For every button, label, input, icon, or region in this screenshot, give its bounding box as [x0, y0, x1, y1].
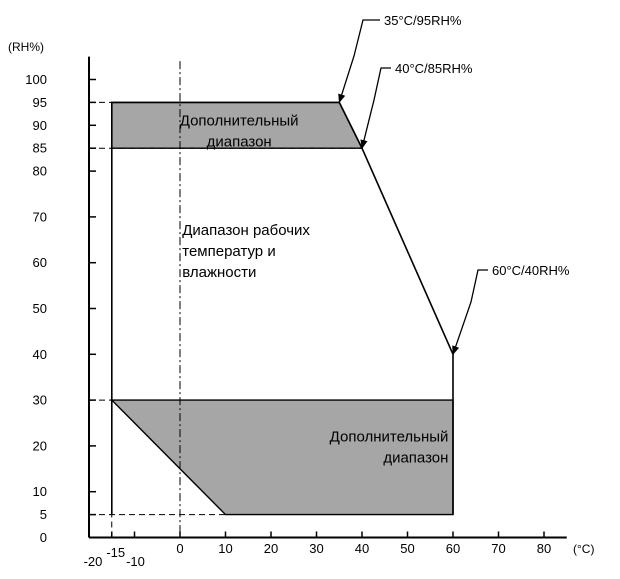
y-tick-label-50: 50 [33, 301, 47, 316]
operating-boundary [111, 101, 454, 515]
x-tick-label-40: 40 [355, 541, 369, 556]
region-label-2: Дополнительный диапазон [330, 428, 449, 466]
region-label-1-line-0: Диапазон рабочих [182, 222, 310, 239]
x-tick-label--10: -10 [126, 554, 145, 569]
region-label-0: Дополнительный диапазон [180, 112, 299, 150]
x-tick-label-60: 60 [446, 541, 460, 556]
x-tick-label-70: 70 [491, 541, 505, 556]
y-tick-label-90: 90 [33, 118, 47, 133]
y-axis-unit: (RH%) [8, 40, 44, 54]
region-label-0-line-0: Дополнительный [180, 112, 299, 129]
region-label-0-line-1: диапазон [207, 133, 272, 150]
x-tick-label-50: 50 [400, 541, 414, 556]
x-axis-unit: (°C) [573, 542, 594, 556]
x-tick-label-20: 20 [264, 541, 278, 556]
y-tick-label-60: 60 [33, 255, 47, 270]
region-label-1: Диапазон рабочих температур и влажности [182, 222, 310, 281]
x-tick-label-80: 80 [537, 541, 551, 556]
callout-label-2: 60°C/40RH% [492, 263, 570, 278]
y-tick-label-100: 100 [25, 72, 47, 87]
region-label-1-line-1: температур и [182, 243, 275, 260]
callout-label-1: 40°C/85RH% [395, 61, 473, 76]
x-tick-label--15: -15 [106, 545, 125, 560]
x-tick-label-10: 10 [218, 541, 232, 556]
y-tick-label-70: 70 [33, 209, 47, 224]
y-tick-label-85: 85 [33, 141, 47, 156]
callout-label-0: 35°C/95RH% [384, 13, 462, 28]
region-label-2-line-0: Дополнительный [330, 428, 449, 445]
x-tick-label--20: -20 [84, 554, 103, 569]
y-tick-label-95: 95 [33, 95, 47, 110]
callout-arrow-2 [452, 269, 488, 356]
y-tick-label-5: 5 [40, 507, 47, 522]
region-label-2-line-1: диапазон [383, 449, 448, 466]
y-tick-label-10: 10 [33, 484, 47, 499]
x-tick-label-0: 0 [176, 541, 183, 556]
y-tick-label-0: 0 [40, 530, 47, 545]
region-label-1-line-2: влажности [182, 264, 256, 281]
callout-arrow-1 [360, 67, 391, 150]
y-tick-label-80: 80 [33, 164, 47, 179]
callout-arrow-0 [338, 19, 380, 104]
x-tick-label-30: 30 [309, 541, 323, 556]
y-tick-label-40: 40 [33, 347, 47, 362]
y-tick-label-30: 30 [33, 393, 47, 408]
y-tick-label-20: 20 [33, 438, 47, 453]
